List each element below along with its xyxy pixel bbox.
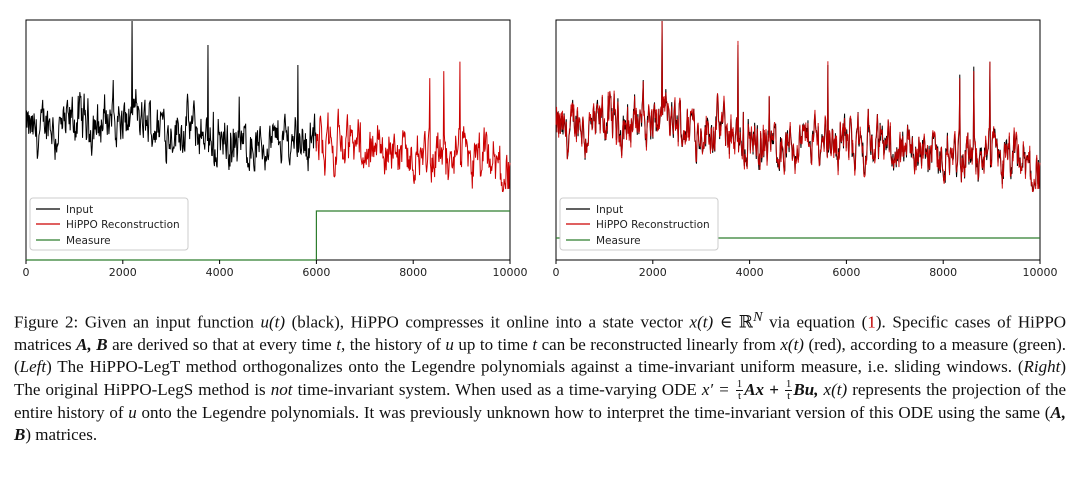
left-legend-reconstruction: HiPPO Reconstruction (66, 219, 180, 231)
right-reconstruction-line (555, 20, 1041, 193)
right-legend-input: Input (596, 204, 623, 216)
left-legend-box (29, 197, 189, 251)
x-tick-label: 0 (553, 266, 560, 279)
equation-ref-link[interactable]: 1 (867, 312, 876, 332)
x-tick-label: 4000 (736, 266, 764, 279)
left-reconstruction-line (315, 61, 511, 193)
right-legend-reconstruction: HiPPO Reconstruction (596, 219, 710, 231)
x-tick-label: 2000 (639, 266, 667, 279)
x-tick-label: 4000 (206, 266, 234, 279)
right-legend-box (559, 197, 719, 251)
x-tick-label: 0 (23, 266, 30, 279)
x-tick-label: 2000 (109, 266, 137, 279)
left-input-line (25, 20, 317, 172)
x-tick-label: 8000 (929, 266, 957, 279)
x-tick-label: 10000 (493, 266, 528, 279)
x-tick-label: 8000 (399, 266, 427, 279)
left-panel: 0 2000 4000 6000 8000 10000 Input HiPPO Recon… (23, 19, 528, 279)
right-x-ticks: 0 2000 4000 6000 8000 10000 (553, 260, 1058, 279)
right-input-line (555, 20, 1041, 192)
right-legend: Input HiPPO Reconstruction Measure (559, 197, 719, 251)
x-tick-label: 10000 (1023, 266, 1058, 279)
right-panel: 0 2000 4000 6000 8000 10000 Input HiPPO Recon… (553, 19, 1058, 279)
figure-2-plots: 0 2000 4000 6000 8000 10000 Input HiPPO Recon… (23, 19, 1058, 279)
x-tick-label: 6000 (832, 266, 860, 279)
left-x-ticks: 0 2000 4000 6000 8000 10000 (23, 260, 528, 279)
right-legend-measure: Measure (596, 235, 641, 247)
figure-caption: Figure 2: Given an input function u(t) (… (14, 309, 1067, 445)
left-legend: Input HiPPO Reconstruction Measure (29, 197, 189, 251)
right-plot-frame (555, 19, 1041, 261)
left-legend-input: Input (66, 204, 93, 216)
left-measure-line (26, 210, 510, 261)
left-legend-measure: Measure (66, 235, 111, 247)
x-tick-label: 6000 (302, 266, 330, 279)
